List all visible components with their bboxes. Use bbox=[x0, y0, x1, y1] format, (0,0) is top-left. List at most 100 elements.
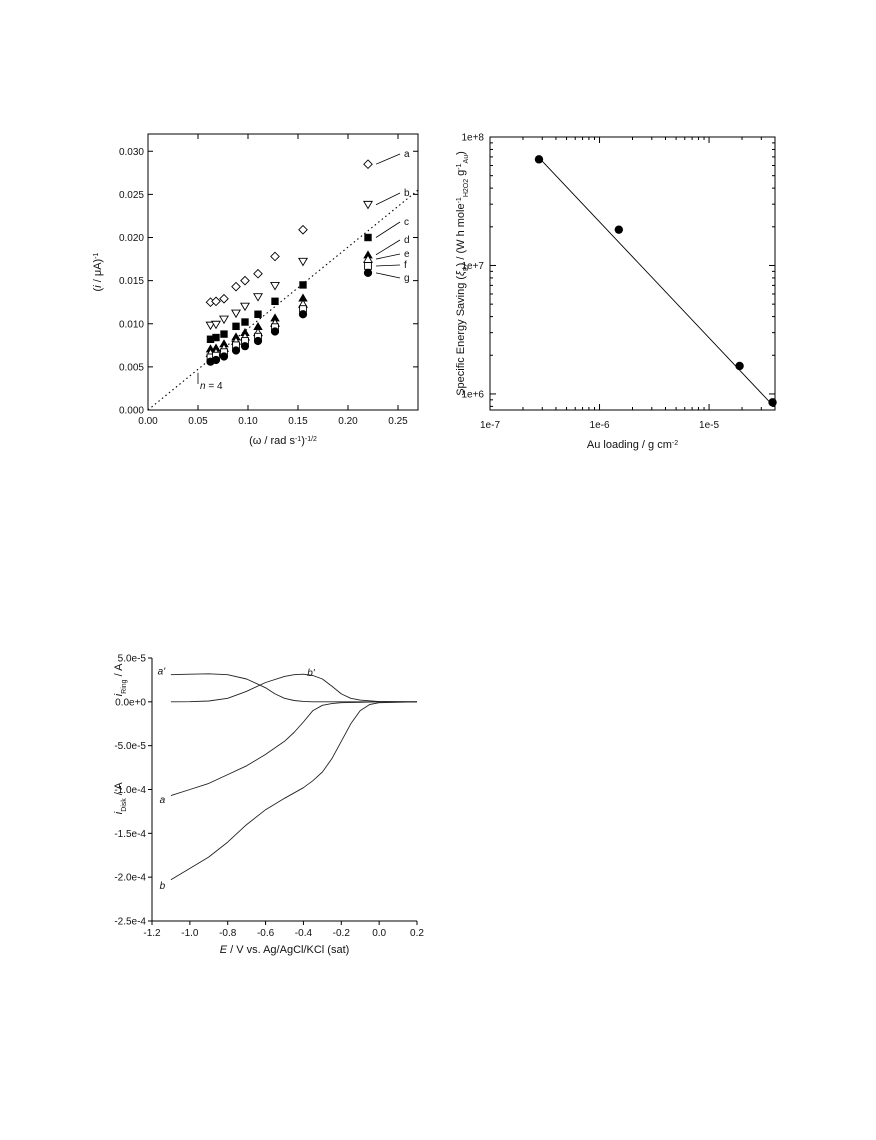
data-point bbox=[219, 315, 229, 325]
data-point bbox=[298, 310, 308, 319]
curve-b bbox=[170, 701, 418, 881]
x-tick-label: 0.0 bbox=[372, 928, 386, 939]
y-tick-label: 5.0e-5 bbox=[118, 654, 147, 665]
data-point bbox=[364, 233, 372, 242]
chart-3-rrde-voltammogram: -1.2 -1.0 -0.8 -0.6 -0.4 -0.2 0.0 0.2 5.0e-5 0.0e… bbox=[113, 654, 424, 957]
plot-frame bbox=[489, 136, 776, 411]
data-point bbox=[211, 296, 221, 307]
data-point bbox=[211, 320, 221, 330]
data-point bbox=[231, 346, 241, 355]
x-tick-label: 1e-6 bbox=[590, 420, 610, 431]
data-point bbox=[768, 398, 777, 407]
x-tick-label: 1e-5 bbox=[699, 420, 719, 431]
data-point bbox=[240, 302, 250, 312]
y-tick-label: -1.5e-4 bbox=[114, 829, 146, 840]
series-label-g: g bbox=[404, 273, 410, 284]
data-point bbox=[219, 352, 229, 361]
data-point bbox=[534, 155, 544, 164]
x-tick-label: 0.00 bbox=[138, 416, 158, 427]
data-point bbox=[270, 251, 280, 262]
data-point bbox=[270, 327, 280, 336]
data-point bbox=[363, 268, 373, 277]
x-tick-label: 1e-7 bbox=[480, 420, 500, 431]
data-point bbox=[614, 225, 624, 234]
y-tick-label: 1e+6 bbox=[461, 389, 484, 400]
reference-line-n4 bbox=[147, 189, 419, 411]
data-point bbox=[253, 293, 263, 302]
y-axis-label: Specific Energy Saving (ξE) / (W h mole-… bbox=[455, 151, 470, 396]
data-point bbox=[241, 318, 249, 326]
curve-a-prime bbox=[170, 673, 417, 703]
data-point bbox=[270, 281, 280, 291]
series-label-b: b bbox=[404, 188, 410, 199]
series-label-c: c bbox=[404, 217, 409, 228]
y-axis-label-ring: iRing / A bbox=[113, 663, 128, 696]
data-point bbox=[219, 293, 229, 304]
x-tick-label: -0.4 bbox=[295, 928, 313, 939]
data-point bbox=[231, 309, 241, 319]
data-point bbox=[220, 330, 228, 338]
series-label-a: a bbox=[404, 149, 410, 160]
curve-label: b bbox=[160, 881, 166, 892]
x-tick-label: 0.20 bbox=[338, 416, 358, 427]
y-tick-label: 0.030 bbox=[119, 147, 144, 158]
x-tick-label: 0.15 bbox=[288, 416, 308, 427]
y-tick-label: 0.020 bbox=[119, 233, 144, 244]
x-tick-label: -0.8 bbox=[219, 928, 237, 939]
y-tick-label: 0.005 bbox=[119, 362, 144, 373]
x-tick-label: 0.2 bbox=[410, 928, 424, 939]
x-tick-label: -0.2 bbox=[333, 928, 351, 939]
x-axis-label: E / V vs. Ag/AgCl/KCl (sat) bbox=[220, 944, 350, 956]
data-point bbox=[363, 200, 373, 210]
data-point bbox=[271, 297, 279, 306]
data-point bbox=[364, 262, 372, 270]
curve-a bbox=[170, 701, 417, 797]
data-point bbox=[212, 333, 220, 342]
series-arrow bbox=[375, 153, 401, 165]
x-tick-label: -1.0 bbox=[181, 928, 199, 939]
series-arrow bbox=[375, 253, 401, 260]
data-point bbox=[363, 159, 373, 170]
data-point bbox=[299, 281, 307, 289]
curve-label: a' bbox=[158, 666, 167, 677]
y-tick-label: 0.000 bbox=[119, 406, 144, 417]
series-arrow bbox=[375, 192, 401, 206]
x-tick-label: 0.05 bbox=[188, 416, 208, 427]
y-tick-label: -2.0e-4 bbox=[114, 873, 146, 884]
data-point bbox=[240, 275, 250, 286]
x-tick-label: 0.10 bbox=[238, 416, 258, 427]
y-tick-label: 1e+8 bbox=[461, 133, 484, 144]
data-point bbox=[205, 321, 216, 331]
y-tick-label: 0.0e+0 bbox=[115, 697, 146, 708]
series-arrow bbox=[375, 221, 401, 238]
chart-1-inverse-current: 0.00 0.05 0.10 0.15 0.20 0.25 0.000 0.005 0.010 0… bbox=[92, 133, 419, 447]
plot-frame bbox=[147, 133, 419, 411]
data-point bbox=[211, 355, 221, 365]
curve-label: a bbox=[160, 795, 166, 806]
data-point bbox=[253, 268, 263, 279]
data-point bbox=[231, 281, 241, 292]
y-axis-label-disk: iDisk / A bbox=[113, 782, 128, 815]
x-tick-label: -0.6 bbox=[257, 928, 275, 939]
y-tick-label: -1.0e-4 bbox=[114, 785, 146, 796]
y-axis-label: (i / μA)-1 bbox=[92, 252, 104, 291]
y-tick-label: 0.025 bbox=[119, 190, 144, 201]
y-tick-label: -5.0e-5 bbox=[114, 741, 146, 752]
series-arrow bbox=[375, 272, 401, 279]
series-label-f: f bbox=[404, 260, 407, 271]
data-point bbox=[232, 322, 240, 331]
data-point bbox=[254, 310, 262, 318]
x-axis-label: Au loading / g cm-2 bbox=[587, 439, 678, 451]
fit-line bbox=[538, 157, 775, 407]
n4-label: n = 4 bbox=[200, 381, 223, 392]
series-arrow bbox=[375, 264, 401, 267]
y-tick-label: -2.5e-4 bbox=[114, 917, 146, 928]
y-tick-label: 0.010 bbox=[119, 319, 144, 330]
curve-label: b' bbox=[307, 668, 316, 679]
data-point bbox=[253, 336, 263, 346]
x-tick-label: 0.25 bbox=[388, 416, 408, 427]
data-point bbox=[240, 342, 250, 351]
chart-2-energy-saving: 1e-7 1e-6 1e-5 1e+6 1e+7 1e+8 Au loading / g c… bbox=[455, 133, 777, 451]
series-arrow bbox=[375, 239, 401, 256]
